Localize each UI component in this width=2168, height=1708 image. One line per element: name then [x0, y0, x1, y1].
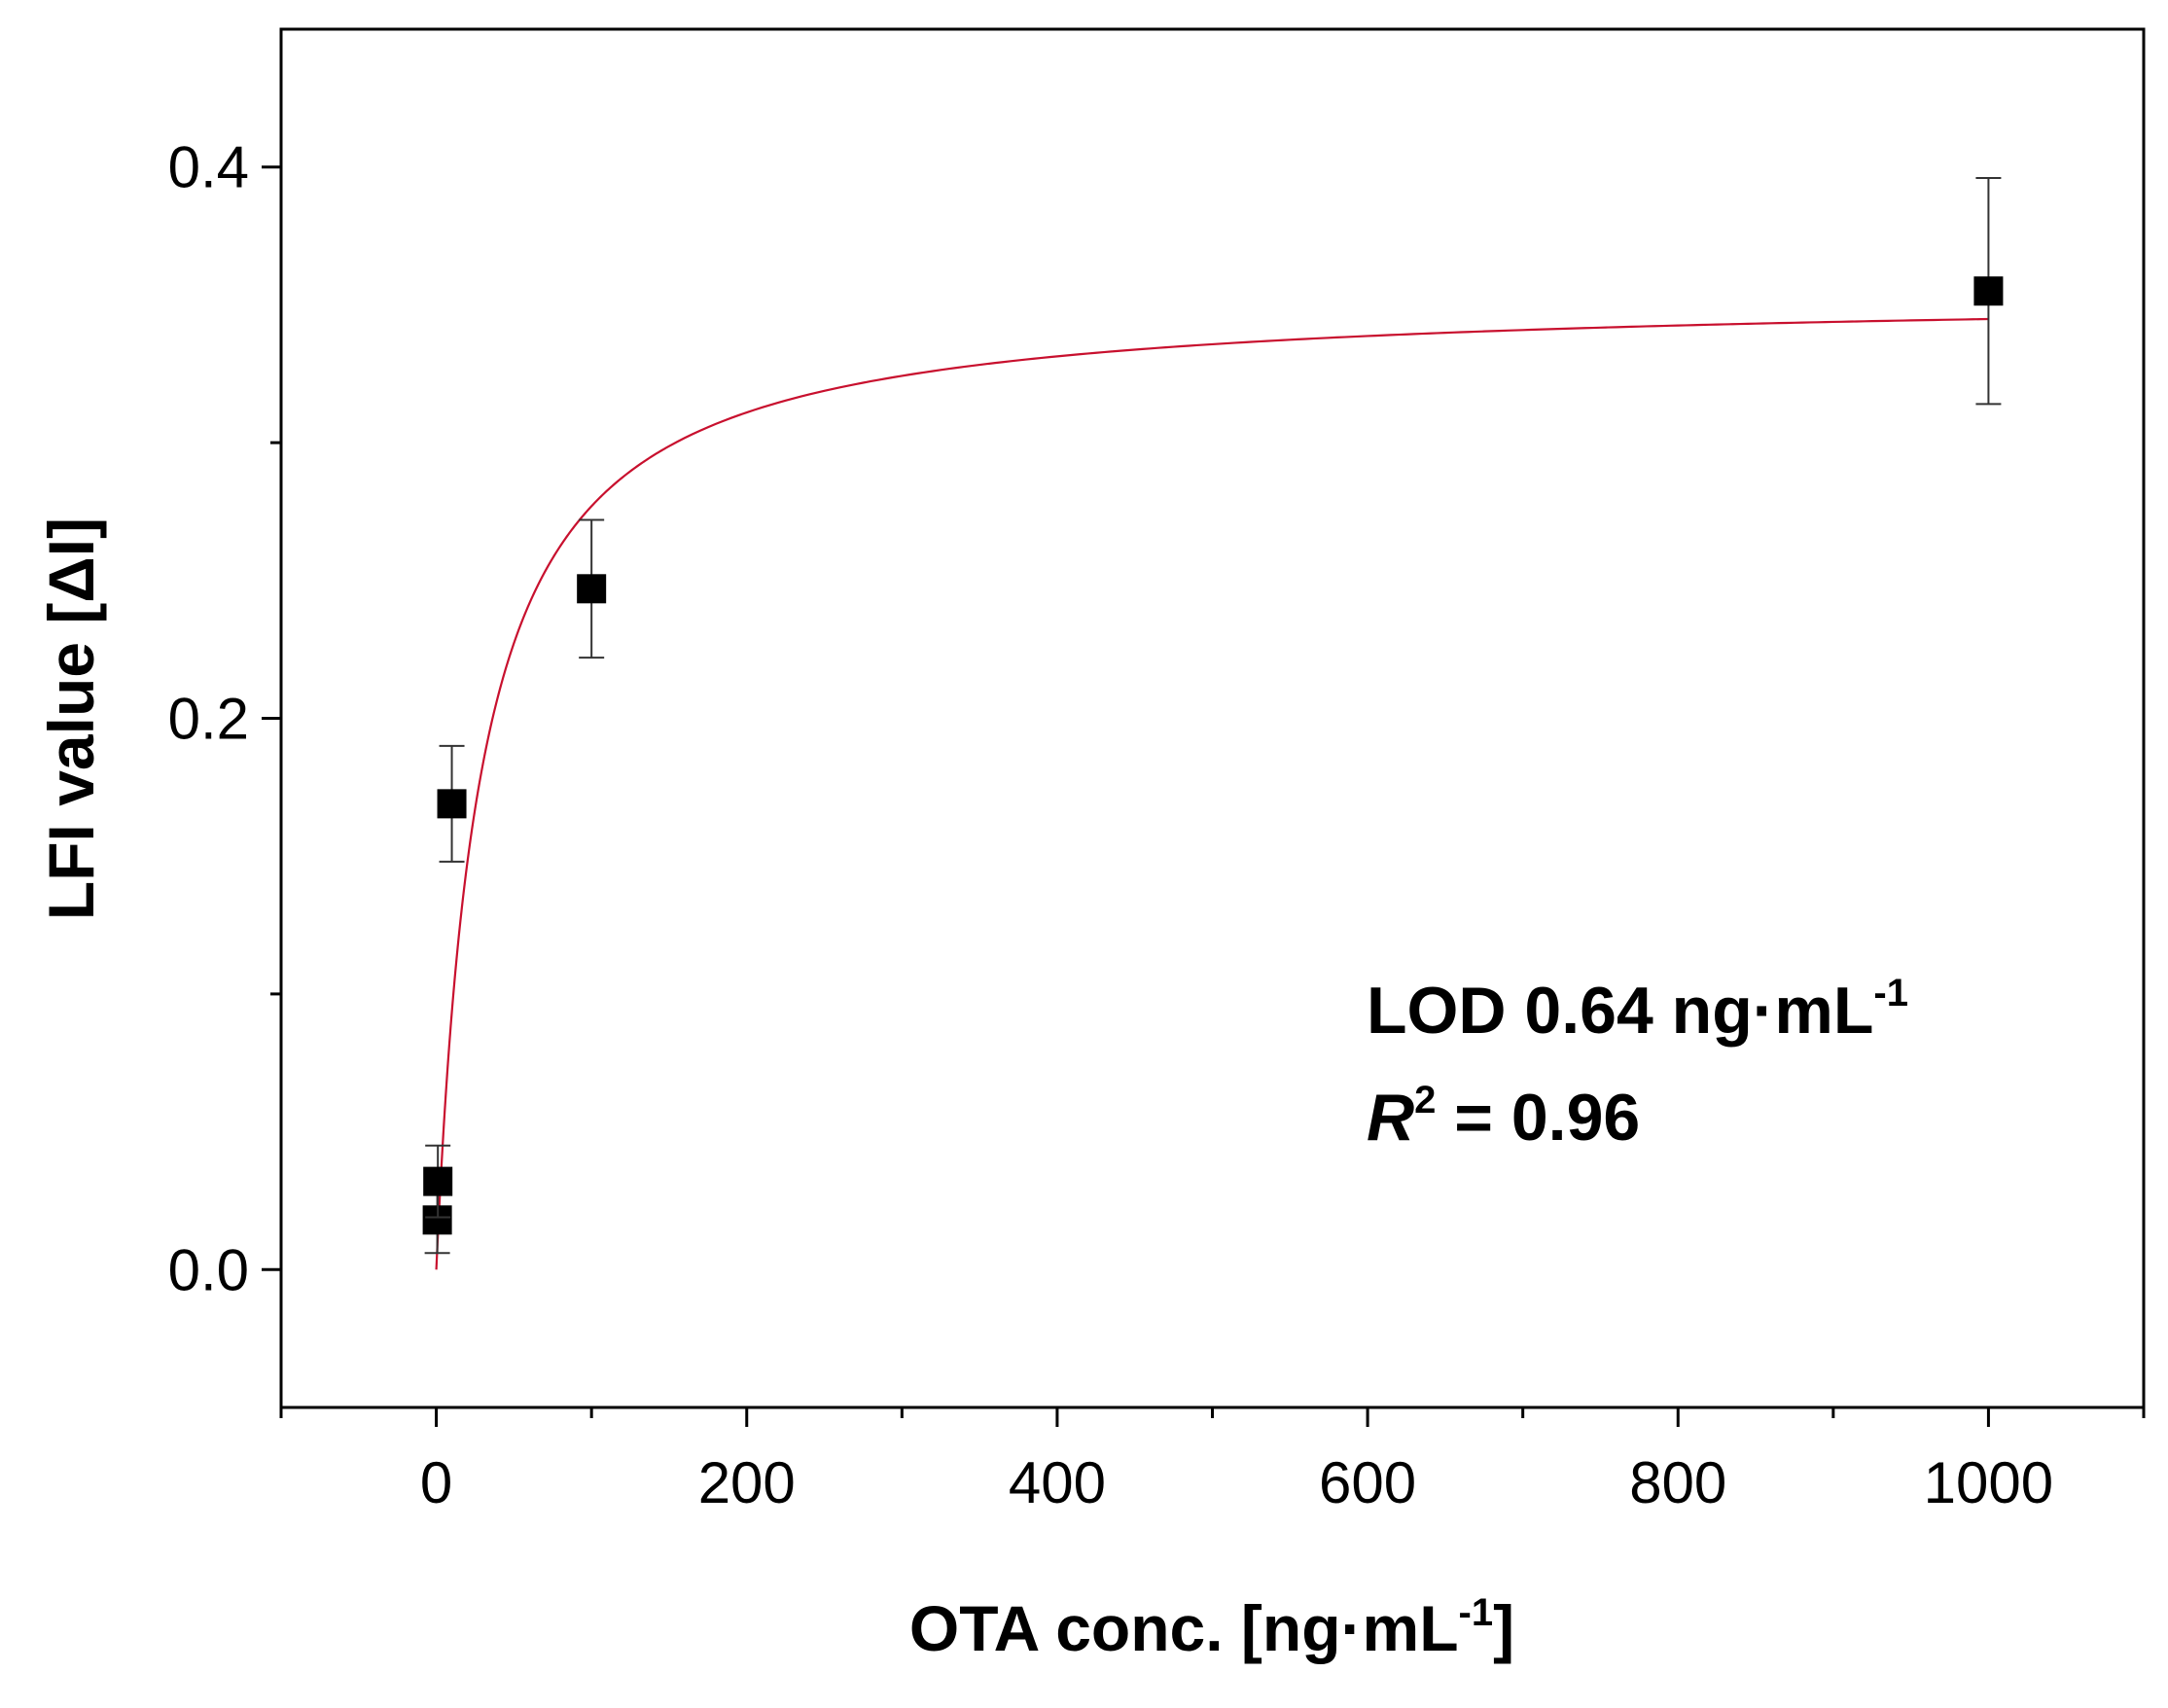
lod-annotation: LOD 0.64 ng·mL-1 — [1367, 972, 1908, 1048]
x-tick-label: 400 — [1009, 1450, 1106, 1515]
data-point — [577, 574, 607, 604]
data-point — [437, 789, 467, 819]
data-point — [1973, 276, 2004, 306]
plot-frame — [279, 27, 2146, 1409]
fit-curve — [435, 317, 1989, 1270]
y-axis-title: LFI value [ΔI] — [35, 517, 107, 920]
x-axis-title: OTA conc. [ng·mL-1] — [909, 1591, 1514, 1664]
x-axis: 0 200 400 600 800 1000 — [279, 1407, 2146, 1515]
x-tick-label: 0 — [420, 1450, 452, 1515]
r2-annotation: R2 = 0.96 — [1367, 1079, 1640, 1155]
x-tick-label: 600 — [1319, 1450, 1416, 1515]
y-axis: 0.0 0.2 0.4 — [168, 135, 281, 1302]
points-layer — [422, 177, 2004, 1255]
fit-layer — [435, 317, 1989, 1270]
x-tick-label: 800 — [1629, 1450, 1726, 1515]
y-tick-label: 0.0 — [168, 1237, 249, 1302]
y-tick-label: 0.4 — [168, 135, 249, 200]
data-point — [423, 1166, 453, 1196]
y-tick-label: 0.2 — [168, 687, 249, 752]
x-tick-label: 200 — [698, 1450, 796, 1515]
x-tick-label: 1000 — [1924, 1450, 2053, 1515]
